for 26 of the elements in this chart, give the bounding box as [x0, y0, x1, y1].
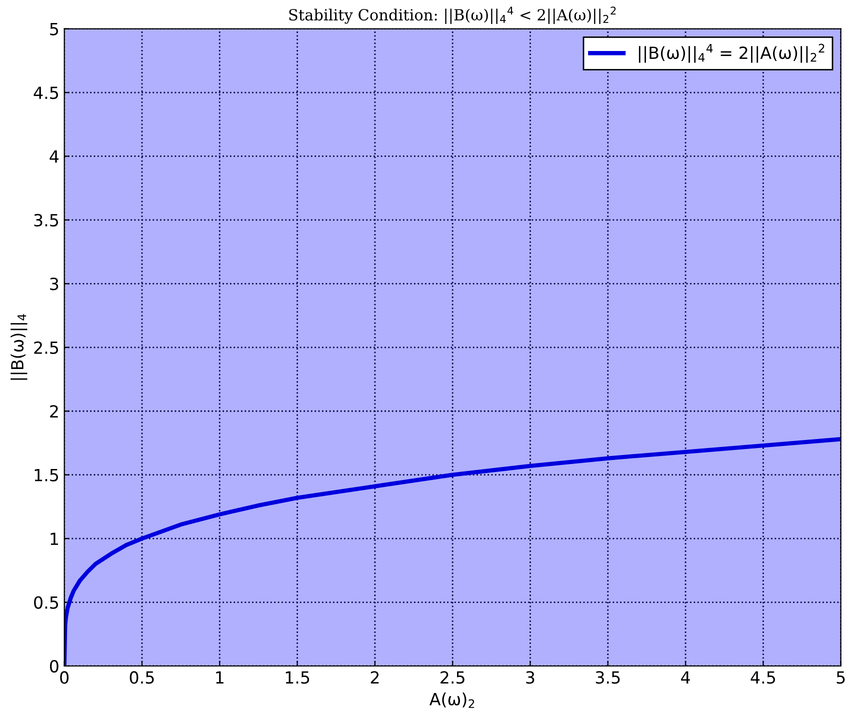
y-tick-label: 1.5 — [34, 469, 58, 482]
x-tick-label: 1 — [216, 671, 224, 684]
x-tick-label: 2.5 — [440, 671, 464, 684]
x-tick-label: 3.5 — [596, 671, 620, 684]
y-tick-label: 5 — [50, 22, 58, 36]
x-tick-label: 0.5 — [130, 671, 154, 684]
y-tick-label: 0 — [50, 660, 58, 673]
y-tick-label: 4 — [50, 150, 59, 163]
y-tick-label: 1 — [50, 532, 58, 545]
x-tick-label: 2 — [370, 671, 379, 684]
legend-label: ||B(ω)||$_{4}$$^{4}$ = 2||A(ω)||$_{2}$$^{2}$ — [638, 44, 824, 63]
x-tick-label: 1.5 — [286, 671, 310, 684]
y-tick-label: 2.5 — [34, 341, 58, 354]
y-tick-label: 3 — [50, 278, 58, 290]
x-tick-label: 0 — [60, 671, 69, 684]
chart-title: Stability Condition: ||B(ω)||$_{4}$$^{4}$ < 2||A(ω)||$_{2}$$^{2}$ — [289, 6, 616, 24]
x-tick-label: 5 — [836, 671, 845, 684]
x-tick-label: 4.5 — [750, 671, 775, 684]
y-tick-label: 2 — [50, 405, 58, 418]
x-tick-label: 3 — [526, 671, 534, 684]
y-axis-title: ||B(ω)||$_{4}$ — [10, 314, 28, 380]
x-axis-title: A(ω)$_{2}$ — [429, 692, 474, 708]
y-tick-label: 3.5 — [34, 214, 58, 227]
x-tick-label: 4 — [681, 671, 690, 684]
y-tick-label: 0.5 — [34, 596, 58, 609]
y-tick-label: 4.5 — [34, 86, 58, 100]
